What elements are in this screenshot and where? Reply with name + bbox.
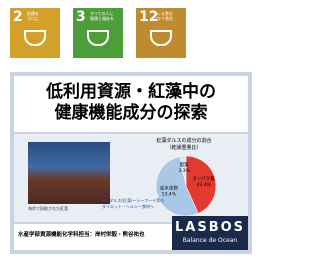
sdg-label-line: 健康と福祉を xyxy=(90,16,114,21)
photo-caption: 海岸で採取された紅藻 xyxy=(28,206,68,212)
sdg-symbol xyxy=(87,30,109,46)
sdg-label: 飢餓をゼロに xyxy=(27,11,39,21)
sdg-label: すべての人に健康と福祉を xyxy=(90,11,114,21)
slice-label: 3.3% xyxy=(178,168,190,174)
logo-text: LASBOS xyxy=(172,220,248,235)
sdg-label: つくる責任つかう責任 xyxy=(153,11,173,21)
note-line: ダイエット・ヘルシー食材へ xyxy=(102,204,164,210)
slice-label: 43.3% xyxy=(196,182,211,188)
sdg-label-line: つかう責任 xyxy=(153,16,173,21)
sdg-icon: 3 すべての人に健康と福祉を xyxy=(73,8,123,58)
sdg-number: 2 xyxy=(13,9,23,25)
note: ex. ダルス(紅藻)ーシーフード等の ダイエット・ヘルシー食材へ xyxy=(102,198,164,210)
poster-title: 低利用資源・紅藻中の 健康機能成分の探索 xyxy=(14,76,248,132)
poster: 低利用資源・紅藻中の 健康機能成分の探索 海岸で採取された紅藻 紅藻ダルスの成分… xyxy=(10,72,252,254)
slice-name: 脂質 xyxy=(180,161,189,168)
slice-name: タンパク質 xyxy=(192,175,215,182)
title-line: 低利用資源・紅藻中の xyxy=(14,82,248,103)
logo-tagline: Balance de Ocean xyxy=(172,237,248,244)
title-line: 健康機能成分の探索 xyxy=(14,103,248,124)
footer: 水産学部資源機能化学科担当：岸村栄毅・熊谷祐也 xyxy=(18,230,145,238)
sdg-label-line: ゼロに xyxy=(27,16,39,21)
sdg-symbol xyxy=(150,30,172,46)
sdg-number: 3 xyxy=(76,9,86,25)
slice-name: 炭水化物 xyxy=(160,185,178,192)
sdg-symbol xyxy=(24,30,46,46)
slice-label: 53.4% xyxy=(162,192,177,198)
pie-title: 紅藻ダルスの成分の割合 xyxy=(156,137,211,144)
logo: LASBOS Balance de Ocean xyxy=(172,216,248,250)
seaweed-photo xyxy=(28,142,110,204)
pie-subtitle: （乾燥重量比） xyxy=(166,144,201,151)
sdg-icon: 2 飢餓をゼロに xyxy=(10,8,60,58)
